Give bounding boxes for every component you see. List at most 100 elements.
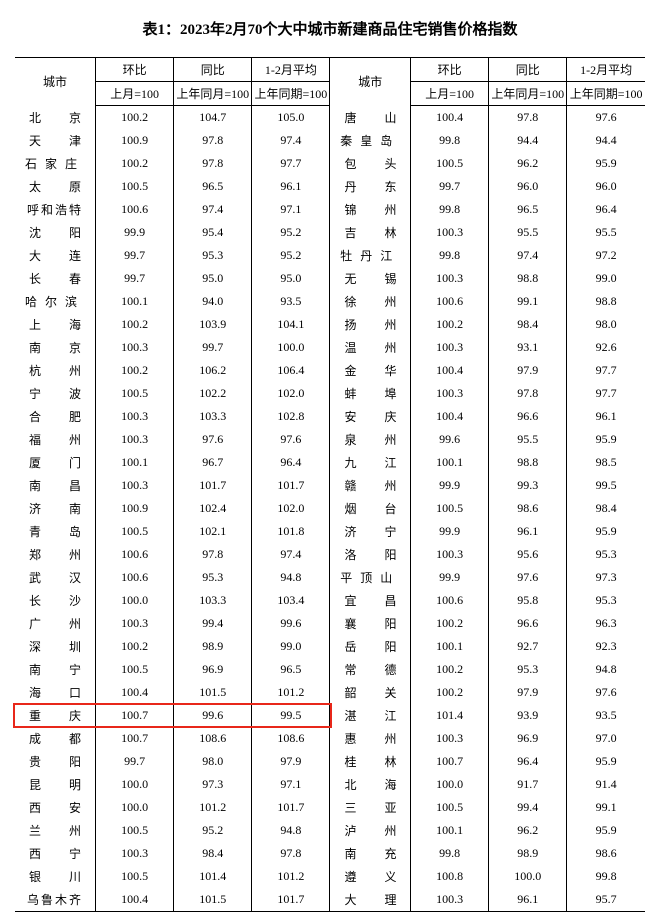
cell: 101.5 (174, 888, 252, 912)
table-row: 贵阳99.798.097.9桂林100.796.495.9 (15, 750, 645, 773)
cell: 100.6 (411, 290, 489, 313)
cell: 99.5 (252, 704, 330, 727)
cell: 97.4 (252, 129, 330, 152)
cell: 岳阳 (330, 635, 411, 658)
cell: 石家庄 (15, 152, 96, 175)
cell: 95.3 (174, 566, 252, 589)
cell: 96.9 (174, 658, 252, 681)
cell: 乌鲁木齐 (15, 888, 96, 912)
table-row: 成都100.7108.6108.6惠州100.396.997.0 (15, 727, 645, 750)
cell: 99.0 (252, 635, 330, 658)
cell: 93.5 (252, 290, 330, 313)
cell: 100.4 (411, 405, 489, 428)
cell: 长沙 (15, 589, 96, 612)
hdr-city-left: 城市 (15, 58, 96, 106)
cell: 98.4 (489, 313, 567, 336)
cell: 襄阳 (330, 612, 411, 635)
cell: 99.4 (489, 796, 567, 819)
cell: 97.8 (489, 382, 567, 405)
cell: 海口 (15, 681, 96, 704)
cell: 秦皇岛 (330, 129, 411, 152)
cell: 昆明 (15, 773, 96, 796)
cell: 南充 (330, 842, 411, 865)
cell: 金华 (330, 359, 411, 382)
cell: 济南 (15, 497, 96, 520)
cell: 沈阳 (15, 221, 96, 244)
cell: 99.6 (411, 428, 489, 451)
hdr-mom-left: 环比 (96, 58, 174, 82)
cell: 95.8 (489, 589, 567, 612)
table-row: 长春99.795.095.0无锡100.398.899.0 (15, 267, 645, 290)
cell: 100.7 (96, 704, 174, 727)
cell: 100.0 (96, 773, 174, 796)
table-row: 广州100.399.499.6襄阳100.296.696.3 (15, 612, 645, 635)
cell: 98.6 (567, 842, 645, 865)
cell: 97.6 (489, 566, 567, 589)
table-title: 表1：2023年2月70个大中城市新建商品住宅销售价格指数 (15, 10, 645, 57)
cell: 100.8 (411, 865, 489, 888)
cell: 99.8 (411, 129, 489, 152)
cell: 97.8 (489, 106, 567, 129)
cell: 97.9 (489, 681, 567, 704)
cell: 烟台 (330, 497, 411, 520)
cell: 96.6 (489, 405, 567, 428)
cell: 100.2 (411, 313, 489, 336)
cell: 103.4 (252, 589, 330, 612)
cell: 101.2 (174, 796, 252, 819)
cell: 福州 (15, 428, 96, 451)
cell: 100.5 (411, 152, 489, 175)
cell: 94.8 (567, 658, 645, 681)
cell: 96.2 (489, 152, 567, 175)
cell: 太原 (15, 175, 96, 198)
cell: 95.5 (489, 428, 567, 451)
table-row: 南京100.399.7100.0温州100.393.192.6 (15, 336, 645, 359)
cell: 96.3 (567, 612, 645, 635)
cell: 100.2 (96, 313, 174, 336)
cell: 97.6 (174, 428, 252, 451)
cell: 99.5 (567, 474, 645, 497)
cell: 蚌埠 (330, 382, 411, 405)
cell: 100.3 (96, 336, 174, 359)
cell: 100.1 (411, 451, 489, 474)
cell: 100.6 (411, 589, 489, 612)
cell: 98.0 (567, 313, 645, 336)
cell: 100.7 (96, 727, 174, 750)
hdr-avg-right: 1-2月平均 (567, 58, 645, 82)
table-row: 重庆100.799.699.5湛江101.493.993.5 (15, 704, 645, 727)
cell: 97.4 (252, 543, 330, 566)
table-row: 呼和浩特100.697.497.1锦州99.896.596.4 (15, 198, 645, 221)
cell: 95.9 (567, 152, 645, 175)
cell: 97.8 (174, 543, 252, 566)
cell: 99.6 (174, 704, 252, 727)
cell: 100.3 (411, 382, 489, 405)
cell: 98.8 (567, 290, 645, 313)
cell: 上海 (15, 313, 96, 336)
table-row: 南昌100.3101.7101.7赣州99.999.399.5 (15, 474, 645, 497)
cell: 100.0 (489, 865, 567, 888)
table-row: 杭州100.2106.2106.4金华100.497.997.7 (15, 359, 645, 382)
cell: 99.0 (567, 267, 645, 290)
cell: 94.8 (252, 819, 330, 842)
table-row: 兰州100.595.294.8泸州100.196.295.9 (15, 819, 645, 842)
cell: 100.5 (96, 865, 174, 888)
cell: 97.9 (489, 359, 567, 382)
cell: 泸州 (330, 819, 411, 842)
cell: 洛阳 (330, 543, 411, 566)
cell: 99.7 (96, 750, 174, 773)
cell: 武汉 (15, 566, 96, 589)
cell: 99.7 (96, 267, 174, 290)
cell: 97.8 (174, 152, 252, 175)
cell: 100.3 (411, 727, 489, 750)
cell: 97.3 (567, 566, 645, 589)
cell: 96.4 (489, 750, 567, 773)
cell: 吉林 (330, 221, 411, 244)
cell: 101.2 (252, 865, 330, 888)
cell: 101.5 (174, 681, 252, 704)
cell: 97.1 (252, 198, 330, 221)
cell: 104.1 (252, 313, 330, 336)
cell: 厦门 (15, 451, 96, 474)
cell: 96.7 (174, 451, 252, 474)
cell: 兰州 (15, 819, 96, 842)
cell: 96.4 (567, 198, 645, 221)
cell: 106.4 (252, 359, 330, 382)
